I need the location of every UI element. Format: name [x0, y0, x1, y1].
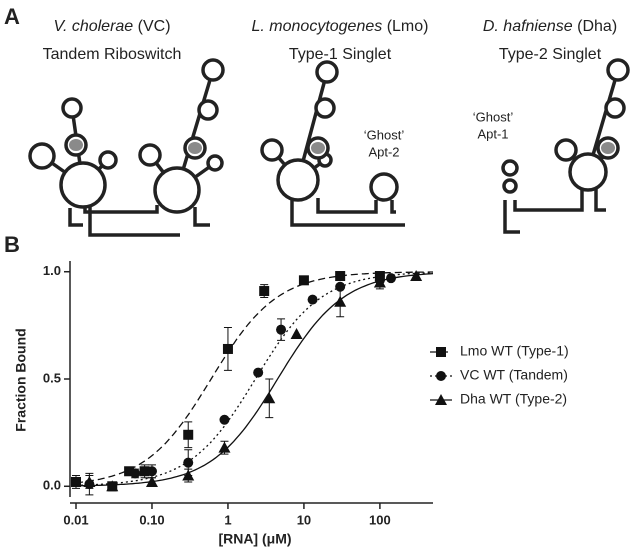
rna-strand: [68, 208, 83, 227]
marker: [139, 466, 150, 477]
marker: [83, 475, 96, 487]
diagram-subtitle: Tandem Riboswitch: [43, 46, 182, 63]
marker: [276, 324, 287, 335]
rna-loop: [568, 152, 608, 192]
rna-loop: [554, 138, 578, 162]
marker: [106, 480, 119, 492]
marker: [335, 271, 346, 282]
diagram-subtitle: Type-1 Singlet: [289, 46, 392, 63]
rna-strand: [193, 207, 210, 227]
panel-label: B: [4, 232, 20, 257]
rna-strand: [594, 188, 606, 212]
y-tick-label: 0.5: [43, 370, 61, 385]
rna-loop: [61, 97, 83, 119]
marker: [259, 286, 270, 297]
x-tick-label: 0.10: [139, 512, 164, 527]
rna-strand: [88, 207, 180, 237]
marker: [71, 476, 81, 487]
y-axis-label: Fraction Bound: [13, 328, 29, 431]
marker: [146, 466, 157, 477]
fit-curve: [76, 272, 434, 487]
rna-loop: [201, 58, 225, 82]
abbr: (Dha): [577, 18, 617, 35]
legend-marker: [436, 347, 446, 357]
rna-loop: [502, 178, 518, 194]
x-tick-label: 100: [369, 512, 391, 527]
marker: [263, 392, 276, 404]
rna-strand: [513, 188, 584, 212]
annotation: ‘Ghost’: [473, 109, 514, 124]
annotation: Apt-1: [477, 126, 508, 141]
rna-loop: [206, 154, 224, 172]
rna-strand: [316, 198, 378, 214]
chart: [RNA] (μM) Fraction Bound 0.0 0.5 1.0 0.01 0…: [13, 261, 569, 547]
marker: [219, 414, 230, 425]
annotation: ‘Ghost’: [364, 127, 405, 142]
legend-label: Dha WT (Type-2): [460, 391, 567, 407]
species: V. cholerae: [53, 18, 133, 35]
x-tick-label: 0.01: [63, 512, 88, 527]
rna-loop: [260, 138, 284, 162]
ligand: [188, 142, 202, 154]
marker: [183, 429, 194, 440]
species: L. monocytogenes: [252, 18, 383, 35]
marker: [307, 294, 318, 305]
rna-loop: [59, 161, 107, 209]
ligand: [601, 142, 615, 154]
y-tick-label: 0.0: [43, 478, 61, 493]
panel-label: A: [4, 4, 20, 29]
marker: [183, 457, 194, 468]
rna-loop: [369, 172, 399, 202]
species: D. hafniense: [483, 18, 573, 35]
rna-loop: [98, 150, 118, 170]
marker: [218, 441, 231, 453]
diagrams: V. cholerae (VC) Tandem Riboswitch L. mono…: [28, 18, 630, 237]
legend-label: Lmo WT (Type-1): [460, 343, 569, 359]
annotation: Apt-2: [368, 144, 399, 159]
rna-loop: [501, 159, 519, 177]
x-axis-label: [RNA] (μM): [218, 531, 291, 547]
diagram-title: L. monocytogenes (Lmo): [252, 18, 429, 35]
rna-loop: [606, 58, 630, 82]
marker: [130, 468, 141, 479]
marker: [222, 343, 233, 354]
marker: [124, 466, 135, 477]
diagram-title: D. hafniense (Dha): [483, 18, 617, 35]
legend-marker: [435, 394, 447, 405]
rna-strand: [290, 198, 405, 227]
marker: [334, 295, 347, 307]
rna-loop: [314, 97, 336, 119]
diagram-title: V. cholerae (VC): [53, 18, 170, 35]
rna-loop: [604, 97, 626, 119]
rna-loop: [276, 158, 320, 202]
y-tick-label: 1.0: [43, 263, 61, 278]
rna-loop: [153, 166, 201, 214]
marker: [145, 475, 158, 487]
rna-loop: [197, 99, 219, 121]
marker: [182, 469, 195, 481]
fit-curve: [75, 271, 433, 484]
rna-loop: [28, 142, 56, 170]
rna-strand: [390, 200, 396, 214]
fit-curve: [76, 272, 434, 486]
diagram-subtitle: Type-2 Singlet: [499, 46, 602, 63]
marker: [253, 367, 264, 378]
rna-loop: [315, 60, 339, 84]
ligand: [311, 142, 325, 154]
abbr: (Lmo): [387, 18, 429, 35]
marker: [410, 270, 423, 282]
rna-loop: [138, 143, 162, 167]
rna-strand: [83, 205, 159, 214]
marker: [290, 327, 303, 339]
rna-strand: [503, 200, 520, 234]
ligand: [69, 139, 83, 151]
x-tick-label: 10: [297, 512, 311, 527]
marker: [373, 276, 386, 288]
x-tick-label: 1: [224, 512, 231, 527]
marker: [298, 275, 309, 286]
abbr: (VC): [138, 18, 171, 35]
legend-marker: [436, 371, 446, 381]
legend-label: VC WT (Tandem): [460, 367, 568, 383]
